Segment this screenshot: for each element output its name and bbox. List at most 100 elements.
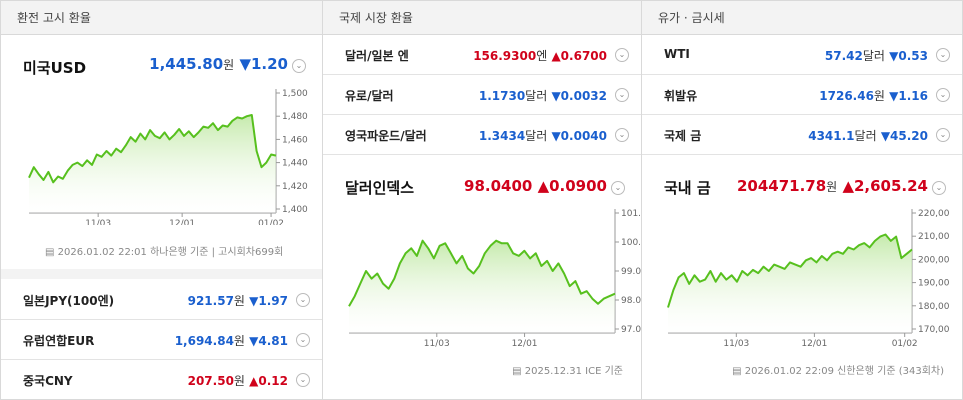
commodity-value: 57.42달러 ▼0.53 (824, 49, 928, 63)
chevron-down-icon[interactable]: ⌄ (296, 373, 310, 387)
chevron-down-icon[interactable]: ⌄ (615, 88, 629, 102)
list-item[interactable]: 휘발유 1726.46원 ▼1.16 ⌄ (642, 75, 962, 115)
chevron-down-icon[interactable]: ⌄ (936, 48, 950, 62)
usd-chart-note-text: 2026.01.02 22:01 하나은행 기준 | 고시회차699회 (57, 247, 284, 258)
chart-icon: ▤ (732, 366, 742, 377)
currency-value: 921.57원 ▼1.97 (187, 294, 288, 308)
dxy-change: ▲0.0900 (537, 177, 607, 195)
dxy-chart-note: ▤ 2025.12.31 ICE 기준 (512, 362, 623, 377)
usd-change: ▼1.20 (239, 55, 288, 73)
gold-name[interactable]: 국내 금 (664, 179, 711, 197)
commodity-name: WTI (664, 47, 690, 61)
y-tick-label: 1,420 (282, 182, 308, 192)
dxy-price: 98.0400 (464, 177, 533, 195)
list-item[interactable]: 중국CNY 207.50원 ▲0.12 ⌄ (1, 360, 322, 400)
section-title-exchange: 환전 고시 환율 (1, 1, 322, 35)
pair-name: 영국파운드/달러 (345, 129, 427, 143)
commodity-name: 휘발유 (664, 89, 698, 103)
list-item[interactable]: 영국파운드/달러 1.3434달러 ▼0.0040 ⌄ (323, 115, 641, 155)
chevron-down-icon[interactable]: ⌄ (292, 59, 306, 73)
list-item[interactable]: 달러/일본 엔 156.9300엔 ▲0.6700 ⌄ (323, 35, 641, 75)
y-tick-label: 99.00 (621, 267, 641, 277)
list-item[interactable]: 유로/달러 1.1730달러 ▼0.0032 ⌄ (323, 75, 641, 115)
pair-value: 1.1730달러 ▼0.0032 (478, 89, 607, 103)
dxy-chart-note-text: 2025.12.31 ICE 기준 (524, 366, 623, 377)
y-tick-label: 220,00 (918, 209, 950, 219)
chevron-down-icon[interactable]: ⌄ (932, 181, 946, 195)
usd-chart: 1,500 1,480 1,460 1,440 1,420 1,400 11/03 12/01… (28, 89, 308, 225)
chevron-down-icon[interactable]: ⌄ (615, 48, 629, 62)
gold-chart: 220,00 210,00 200,00 190,00 180,00 170,00 11/0… (667, 209, 950, 349)
y-tick-label: 200,00 (918, 255, 950, 265)
x-tick-label: 11/03 (424, 339, 450, 349)
chart-icon: ▤ (45, 247, 55, 258)
currency-value: 207.50원 ▲0.12 (187, 374, 288, 388)
usd-value: 1,445.80원 ▼1.20 (149, 55, 288, 73)
series-line (28, 114, 277, 184)
chevron-down-icon[interactable]: ⌄ (296, 293, 310, 307)
x-tick-label: 12/01 (512, 339, 538, 349)
x-tick-label: 01/02 (892, 339, 918, 349)
x-tick-label: 01/02 (258, 219, 284, 225)
divider (1, 269, 322, 279)
list-item[interactable]: WTI 57.42달러 ▼0.53 ⌄ (642, 35, 962, 75)
y-tick-label: 1,400 (282, 205, 308, 215)
chevron-down-icon[interactable]: ⌄ (936, 88, 950, 102)
gold-chart-note: ▤ 2026.01.02 22:09 신한은행 기준 (343회차) (732, 362, 944, 377)
chart-icon: ▤ (512, 366, 522, 377)
y-tick-label: 1,440 (282, 159, 308, 169)
pair-name: 유로/달러 (345, 89, 394, 103)
chevron-down-icon[interactable]: ⌄ (936, 128, 950, 142)
pair-value: 1.3434달러 ▼0.0040 (478, 129, 607, 143)
list-item[interactable]: 국제 금 4341.1달러 ▼45.20 ⌄ (642, 115, 962, 155)
y-tick-label: 210,00 (918, 232, 950, 242)
y-tick-label: 100.00 (621, 238, 641, 248)
series-area (668, 234, 912, 333)
commodity-name: 국제 금 (664, 129, 702, 143)
series-line (348, 239, 616, 307)
dxy-chart: 101.00 100.00 99.00 98.00 97.00 11/03 12/01 (348, 209, 641, 349)
dxy-value: 98.0400 ▲0.0900 (464, 177, 607, 195)
y-tick-label: 180,00 (918, 302, 950, 312)
gold-chart-note-text: 2026.01.02 22:09 신한은행 기준 (343회차) (744, 366, 944, 377)
y-tick-label: 98.00 (621, 296, 641, 306)
y-tick-label: 170,00 (918, 325, 950, 335)
y-tick-label: 101.00 (621, 209, 641, 219)
x-tick-label: 11/03 (85, 219, 111, 225)
y-tick-label: 1,460 (282, 135, 308, 145)
pair-value: 156.9300엔 ▲0.6700 (473, 49, 607, 63)
x-tick-label: 11/03 (723, 339, 749, 349)
intl-column: 국제 시장 환율 달러/일본 엔 156.9300엔 ▲0.6700 ⌄ 유로/… (323, 1, 642, 399)
gold-price: 204471.78 (736, 177, 827, 195)
currency-name: 유럽연합EUR (23, 334, 95, 348)
gold-change: ▲2,605.24 (842, 177, 928, 195)
dxy-name[interactable]: 달러인덱스 (345, 179, 415, 197)
section-title-oil: 유가 · 금시세 (642, 1, 962, 35)
usd-price: 1,445.80 (149, 55, 224, 73)
usd-name[interactable]: 미국USD (23, 59, 87, 77)
y-tick-label: 97.00 (621, 325, 641, 335)
chevron-down-icon[interactable]: ⌄ (296, 333, 310, 347)
section-title-intl: 국제 시장 환율 (323, 1, 641, 35)
y-tick-label: 190,00 (918, 279, 950, 289)
currency-value: 1,694.84원 ▼4.81 (174, 334, 288, 348)
commodity-value: 1726.46원 ▼1.16 (819, 89, 928, 103)
list-item[interactable]: 유럽연합EUR 1,694.84원 ▼4.81 ⌄ (1, 320, 322, 360)
list-item[interactable]: 일본JPY(100엔) 921.57원 ▼1.97 ⌄ (1, 280, 322, 320)
series-area (29, 115, 276, 213)
exchange-column: 환전 고시 환율 미국USD 1,445.80원 ▼1.20 ⌄ 1,500 1,… (1, 1, 323, 399)
oil-gold-column: 유가 · 금시세 WTI 57.42달러 ▼0.53 ⌄ 휘발유 1726.46… (642, 1, 962, 399)
currency-name: 일본JPY(100엔) (23, 294, 115, 308)
chevron-down-icon[interactable]: ⌄ (611, 181, 625, 195)
currency-name: 중국CNY (23, 374, 73, 388)
y-tick-label: 1,500 (282, 89, 308, 99)
pair-name: 달러/일본 엔 (345, 49, 409, 63)
gold-value: 204471.78원 ▲2,605.24 (737, 177, 928, 195)
usd-unit: 원 (223, 58, 235, 72)
x-tick-label: 12/01 (169, 219, 195, 225)
x-tick-label: 12/01 (801, 339, 827, 349)
y-tick-label: 1,480 (282, 112, 308, 122)
gold-unit: 원 (826, 180, 838, 194)
usd-chart-note: ▤ 2026.01.02 22:01 하나은행 기준 | 고시회차699회 (45, 243, 283, 258)
chevron-down-icon[interactable]: ⌄ (615, 128, 629, 142)
